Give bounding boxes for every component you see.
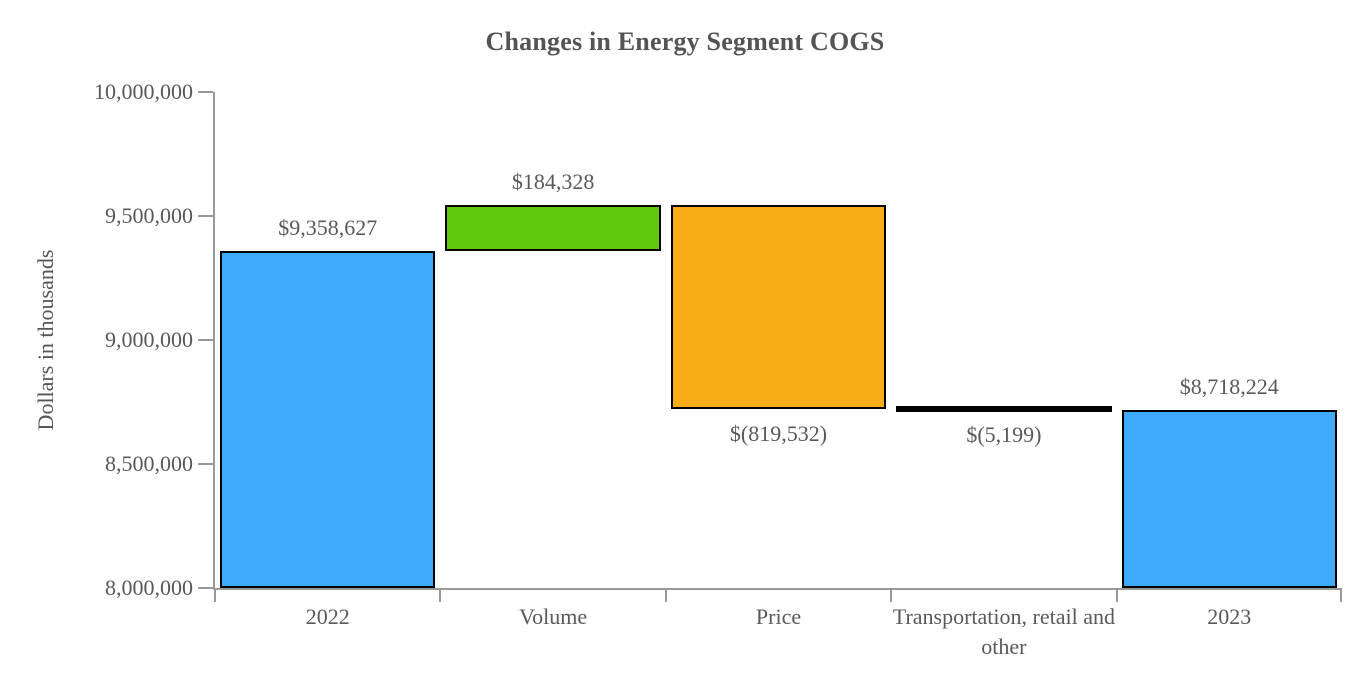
y-axis-tick-label: 10,000,000 [94, 79, 193, 104]
x-axis-tick [1115, 588, 1118, 602]
y-axis-tick [198, 339, 213, 341]
y-axis-title: Dollars in thousands [33, 249, 58, 431]
y-axis-tick-label: 8,000,000 [105, 575, 193, 600]
y-axis-tick [198, 587, 213, 589]
x-axis-category-label: Volume [519, 604, 588, 629]
x-axis-tick [664, 588, 667, 602]
bar-value-label: $9,358,627 [278, 215, 378, 241]
x-axis-category-label: 2022 [305, 604, 350, 629]
y-axis-tick-label: 8,500,000 [105, 451, 193, 476]
y-axis-tick [198, 463, 213, 465]
y-axis-tick [198, 91, 213, 93]
x-axis-tick [439, 588, 442, 602]
y-axis-tick-label: 9,000,000 [105, 327, 193, 352]
x-axis-tick [890, 588, 893, 602]
waterfall-bar-total [220, 251, 436, 588]
bar-value-label: $(819,532) [729, 420, 828, 446]
bar-value-label: $184,328 [511, 169, 595, 195]
x-axis-tick [214, 588, 216, 602]
x-axis-category-label: 2023 [1207, 604, 1252, 629]
x-axis-tick [1340, 588, 1342, 602]
y-axis-tick-label: 9,500,000 [105, 203, 193, 228]
x-axis-category-label: Transportation, retail and other [892, 604, 1115, 660]
plot-area: 10,000,000 9,500,000 9,000,000 8,500,000 8,0… [94, 79, 1342, 659]
bar-value-label: $8,718,224 [1179, 373, 1279, 399]
waterfall-bar-increase [445, 205, 661, 252]
y-axis-tick [198, 215, 213, 217]
chart-title: Changes in Energy Segment COGS [485, 27, 885, 56]
waterfall-bar-decrease [896, 406, 1112, 413]
waterfall-bar-decrease [670, 205, 887, 409]
waterfall-bar-total [1121, 409, 1337, 588]
bar-value-label: $(5,199) [966, 421, 1042, 447]
x-axis-category-label: Price [755, 604, 802, 629]
